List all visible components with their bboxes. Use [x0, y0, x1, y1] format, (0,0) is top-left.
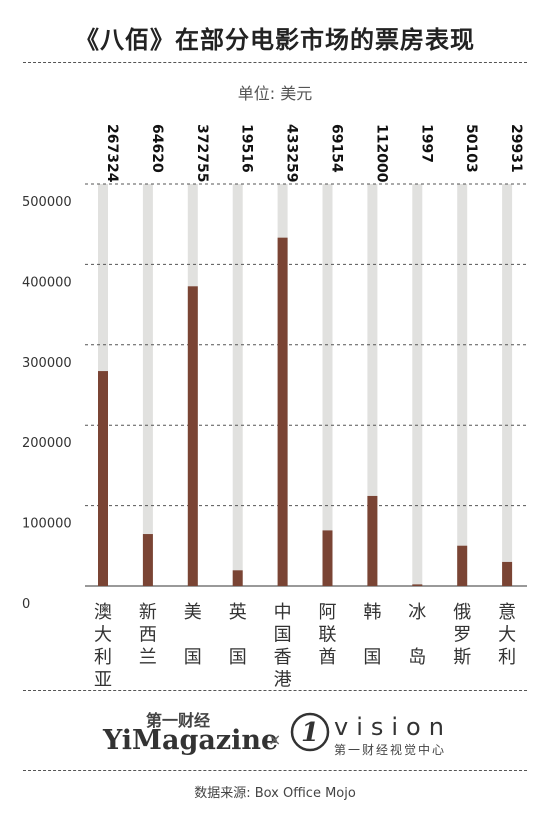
footer-divider-top [23, 690, 527, 691]
bar-track [457, 184, 468, 586]
value-label: 1997 [418, 124, 434, 163]
category-label: 韩 [363, 602, 381, 623]
bar [502, 561, 513, 586]
chart-title: 《八佰》在部分电影市场的票房表现 [75, 26, 475, 54]
y-tick-label: 400000 [22, 275, 72, 290]
y-tick-label: 0 [22, 597, 30, 612]
logo-separator: × [268, 730, 282, 749]
category-label: 酋 [319, 647, 337, 668]
category-label: 大 [498, 625, 516, 646]
value-label: 69154 [329, 124, 345, 173]
bar-track [142, 184, 153, 586]
value-label: 29931 [508, 124, 524, 173]
category-label: 阿 [319, 602, 337, 623]
category-label: 国 [274, 625, 292, 646]
category-label: 国 [229, 647, 247, 668]
footer-divider-bottom [23, 770, 527, 771]
category-label: 澳 [94, 602, 112, 623]
category-label: 斯 [453, 647, 471, 668]
bar [412, 584, 423, 586]
category-label: 亚 [94, 670, 112, 691]
vision-logo-cn: 第一财经视觉中心 [334, 743, 447, 757]
bar [232, 570, 243, 586]
value-label: 64620 [149, 124, 165, 173]
source-note: 数据来源: Box Office Mojo [194, 786, 356, 801]
value-label: 372755 [194, 124, 210, 182]
bar-track [502, 184, 513, 586]
category-label: 联 [319, 625, 337, 646]
category-label: 兰 [139, 647, 157, 668]
bar-track [322, 184, 333, 586]
bar-track [232, 184, 243, 586]
category-label: 英 [229, 602, 247, 623]
category-label: 冰 [408, 602, 426, 623]
category-label: 西 [139, 625, 157, 646]
value-label: 50103 [463, 124, 479, 173]
value-label: 19516 [239, 124, 255, 173]
svg-text:1: 1 [301, 718, 319, 748]
category-label: 大 [94, 625, 112, 646]
category-label: 利 [94, 647, 112, 668]
title-divider [23, 62, 527, 63]
bar-track [367, 184, 378, 586]
category-label: 国 [184, 647, 202, 668]
category-label: 新 [139, 602, 157, 623]
yimagazine-logo-cn: 第一财经 [146, 711, 211, 730]
vision-logo-text: vision [334, 713, 452, 741]
category-label: 岛 [408, 647, 426, 668]
y-tick-label: 500000 [22, 195, 72, 210]
bar [98, 371, 108, 586]
unit-label: 单位: 美元 [237, 84, 313, 103]
category-label: 国 [363, 647, 381, 668]
y-tick-label: 100000 [22, 517, 72, 532]
category-label: 意 [498, 602, 516, 623]
value-label: 433259 [284, 124, 300, 182]
y-tick-label: 300000 [22, 356, 72, 371]
value-label: 112000 [373, 124, 389, 183]
category-label: 中 [274, 602, 292, 623]
category-label: 港 [274, 670, 292, 691]
y-tick-label: 200000 [22, 436, 72, 451]
bar [142, 534, 153, 586]
category-label: 香 [274, 647, 292, 668]
vision-logo-mark-icon: 1 [290, 712, 330, 752]
bar-track [412, 184, 423, 586]
bar [322, 530, 333, 586]
bar-chart: 0 100000 200000 300000 400000 500000 267324 646… [22, 124, 527, 691]
category-label: 美 [184, 602, 202, 623]
bar [277, 237, 288, 586]
bar [187, 286, 198, 586]
value-label: 267324 [104, 124, 120, 183]
category-label: 罗 [453, 625, 471, 646]
category-label: 俄 [453, 602, 471, 623]
category-label: 利 [498, 647, 516, 668]
yimagazine-logo: YiMagazine [103, 725, 279, 756]
bar [367, 495, 378, 586]
bar [457, 545, 468, 586]
